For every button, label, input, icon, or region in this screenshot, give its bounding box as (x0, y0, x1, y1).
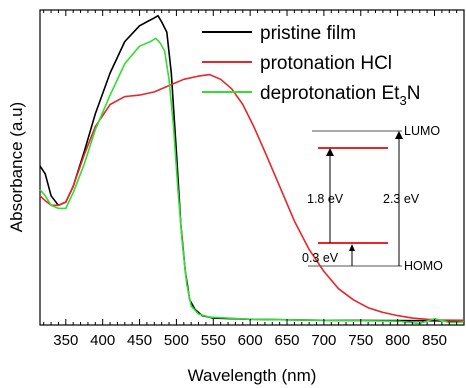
gap-large-arrowhead (395, 131, 403, 139)
x-tick-label: 700 (311, 332, 336, 349)
energy-level-inset: LUMO HOMO 1.8 eV 2.3 eV 0.3 eV (302, 124, 443, 273)
gap-small-arrowhead (326, 148, 334, 156)
series-line-2 (39, 37, 465, 325)
plot-frame (39, 9, 465, 326)
y-axis-label: Absorbance (a.u) (7, 102, 26, 232)
series-layer (39, 14, 465, 325)
lumo-label: LUMO (404, 124, 440, 138)
gap-bottom-label: 0.3 eV (302, 251, 339, 265)
x-tick-label: 650 (275, 332, 300, 349)
x-tick-label: 350 (53, 332, 78, 349)
x-tick-label: 550 (201, 332, 226, 349)
legend-label-deprotonation-et3n: deprotonation Et3N (260, 83, 420, 108)
tick-layer: 350 400 450 500 550 600 650 700 750 800 850 (43, 10, 465, 349)
x-tick-label: 450 (127, 332, 152, 349)
gap-small-label: 1.8 eV (307, 192, 344, 206)
x-tick-label: 750 (348, 332, 373, 349)
legend: pristine film protonation HCl deprotonat… (202, 23, 420, 108)
gap-large-label: 2.3 eV (383, 192, 420, 206)
x-tick-label: 400 (90, 332, 115, 349)
homo-label: HOMO (404, 259, 443, 273)
x-tick-label: 800 (385, 332, 410, 349)
x-axis-label: Wavelength (nm) (188, 366, 317, 385)
x-tick-label: 850 (422, 332, 447, 349)
series-line-1 (39, 73, 465, 322)
x-tick-label: 500 (164, 332, 189, 349)
gap-bottom-arrowhead (349, 244, 355, 251)
legend-label-pristine-film: pristine film (260, 23, 356, 44)
legend-label-protonation-hcl: protonation HCl (260, 53, 392, 74)
x-tick-label: 600 (238, 332, 263, 349)
